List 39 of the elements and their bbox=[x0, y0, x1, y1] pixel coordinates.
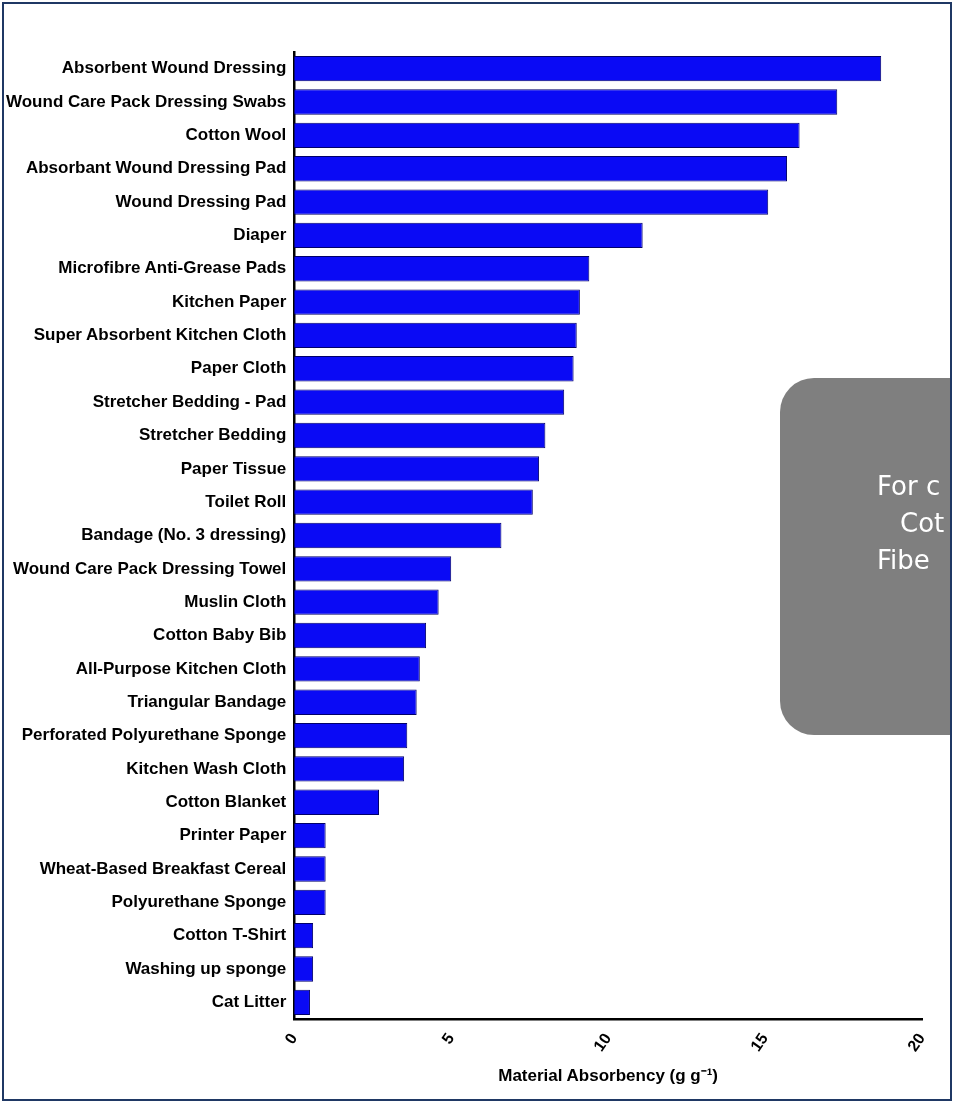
y-tick-label: Absorbant Wound Dressing Pad bbox=[25, 158, 287, 178]
y-tick-label: Kitchen Wash Cloth bbox=[126, 758, 287, 778]
y-tick-label: Stretcher Bedding - Pad bbox=[92, 391, 287, 411]
y-tick-label: All-Purpose Kitchen Cloth bbox=[75, 658, 287, 678]
y-tick-label: Kitchen Paper bbox=[171, 291, 287, 311]
y-tick-label: Diaper bbox=[233, 225, 287, 245]
x-tick-label: 5 bbox=[438, 1029, 458, 1048]
y-tick-label: Wound Care Pack Dressing Towel bbox=[12, 558, 287, 578]
y-tick-label: Paper Cloth bbox=[190, 358, 287, 378]
y-tick-label: Microfibre Anti-Grease Pads bbox=[58, 258, 287, 278]
x-axis-title: Material Absorbency (g g⁻¹) bbox=[498, 1066, 719, 1086]
annotation: Cot bbox=[899, 507, 946, 540]
x-tick-label: 10 bbox=[590, 1029, 615, 1055]
annotation: Fibe bbox=[876, 544, 931, 577]
annotation: For c bbox=[876, 470, 942, 503]
y-tick-label: Cotton Wool bbox=[185, 125, 287, 145]
y-tick-label: Triangular Bandage bbox=[127, 691, 287, 711]
y-tick-label: Polyurethane Sponge bbox=[111, 891, 287, 911]
y-tick-label: Super Absorbent Kitchen Cloth bbox=[33, 325, 287, 345]
y-tick-label: Wound Dressing Pad bbox=[115, 191, 287, 211]
y-tick-label: Cotton Blanket bbox=[165, 791, 287, 811]
x-tick-label: 20 bbox=[903, 1029, 929, 1055]
y-tick-label: Cotton Baby Bib bbox=[153, 625, 287, 645]
y-tick-label: Stretcher Bedding bbox=[138, 425, 287, 445]
y-tick-label: Wheat-Based Breakfast Cereal bbox=[39, 858, 287, 878]
y-tick-label: Perforated Polyurethane Sponge bbox=[21, 725, 287, 745]
y-tick-label: Cotton T-Shirt bbox=[172, 925, 287, 945]
y-tick-label: Printer Paper bbox=[179, 825, 287, 845]
y-tick-label: Wound Care Pack Dressing Swabs bbox=[5, 91, 287, 111]
y-tick-label: Toilet Roll bbox=[205, 491, 287, 511]
y-tick-label: Absorbent Wound Dressing bbox=[61, 58, 287, 78]
y-tick-label: Washing up sponge bbox=[125, 958, 287, 978]
y-tick-label: Muslin Cloth bbox=[184, 591, 287, 611]
y-tick-label: Cat Litter bbox=[211, 992, 287, 1012]
x-tick-label: 15 bbox=[747, 1029, 772, 1055]
y-tick-label: Paper Tissue bbox=[180, 458, 287, 478]
x-tick-label: 0 bbox=[281, 1029, 301, 1048]
callout-box: For c Cot Fibe bbox=[780, 378, 950, 735]
y-tick-label: Bandage (No. 3 dressing) bbox=[81, 525, 287, 545]
